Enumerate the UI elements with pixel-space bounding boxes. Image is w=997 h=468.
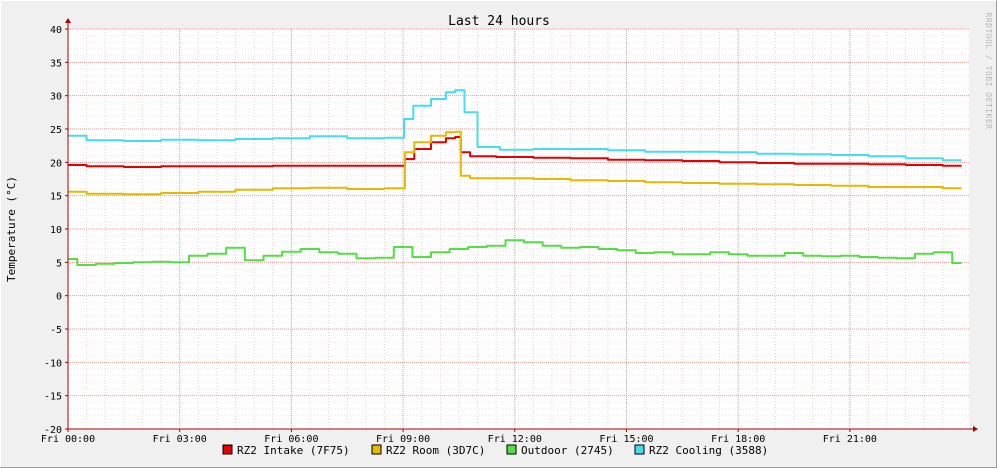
series-line-1 [68,130,962,196]
watermark: RRDTOOL / TOBI OETIKER [984,13,993,130]
x-tick-labels: Fri 00:00 Fri 03:00 Fri 06:00 Fri 09:00 Fri … [41,434,877,445]
x-tick-label: Fri 00:00 [41,434,95,445]
legend-label-1: RZ2 Room (3D7C) [386,444,485,457]
y-tick-labels: 40 35 30 25 20 15 10 5 0 -5 -10 -15 -20 [44,25,62,436]
legend-label-2: Outdoor (2745) [521,444,614,457]
chart-title: Last 24 hours [448,14,550,29]
y-tick-label: 35 [50,58,62,69]
y-tick-label: -20 [44,425,62,436]
y-tick-label: 15 [50,192,62,203]
y-tick-label: 20 [50,158,62,169]
y-axis-arrow [65,18,71,23]
legend-swatch-2 [506,444,517,455]
y-tick-label: 25 [50,125,62,136]
x-tick-label: Fri 09:00 [376,434,430,445]
x-tick-label: Fri 15:00 [599,434,653,445]
x-axis-arrow [973,426,978,432]
legend: RZ2 Intake (7F75) RZ2 Room (3D7C) Outdoor … [222,444,768,457]
legend-label-3: RZ2 Cooling (3588) [649,444,768,457]
y-tick-label: 10 [50,225,62,236]
axes [65,18,978,432]
legend-swatch-0 [222,444,233,455]
y-tick-label: -5 [50,325,62,336]
y-tick-label: 40 [50,25,62,36]
y-tick-label: -10 [44,358,62,369]
major-grid [67,28,969,430]
x-tick-label: Fri 21:00 [823,434,877,445]
y-tick-label: 30 [50,92,62,103]
series-line-0 [68,136,962,168]
series-line-3 [68,89,962,162]
x-tick-label: Fri 03:00 [153,434,207,445]
y-tick-label: 5 [56,258,62,269]
x-tick-label: Fri 12:00 [488,434,542,445]
series-layer [68,89,962,266]
legend-label-0: RZ2 Intake (7F75) [237,444,350,457]
y-axis-label: Temperature (°C) [5,176,18,282]
y-tick-label: 0 [56,292,62,303]
legend-swatch-1 [371,444,382,455]
y-tick-label: -15 [44,392,62,403]
x-tick-label: Fri 06:00 [264,434,318,445]
x-tick-label: Fri 18:00 [711,434,765,445]
legend-swatch-3 [634,444,645,455]
series-line-2 [68,239,962,266]
